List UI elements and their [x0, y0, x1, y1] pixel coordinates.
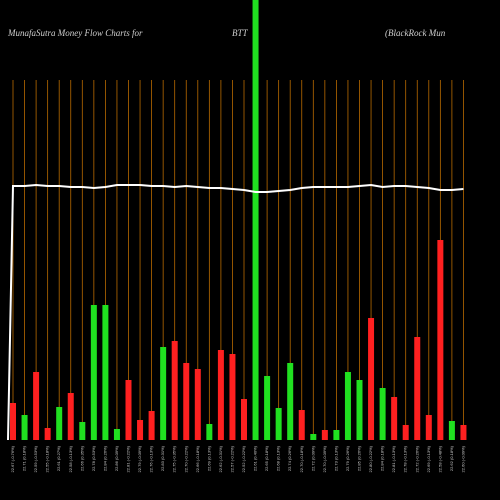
- x-tick-label: 22.67 (-0.76%): [10, 445, 15, 472]
- bar: [79, 422, 86, 440]
- money-flow-line: [7, 183, 464, 441]
- bar: [44, 428, 51, 440]
- bar: [333, 430, 340, 440]
- x-tick-label: 22.84 (0.18%): [380, 445, 385, 471]
- bar: [275, 408, 282, 440]
- x-tick-label: 22.58 (-0.48%): [437, 445, 442, 472]
- bar: [90, 305, 97, 440]
- x-tick-label: 22.81 (-0.22%): [126, 445, 131, 472]
- x-tick-label: 22.73 (0.13%): [333, 445, 338, 471]
- bar: [356, 380, 363, 440]
- bar: [344, 372, 351, 440]
- x-tick-label: 22.78 (-0.13%): [403, 445, 408, 472]
- x-tick-label: 22.72 (-0.26%): [414, 445, 419, 472]
- x-tick-label: 22.60 (-0.09%): [460, 445, 465, 472]
- bar: [125, 380, 132, 440]
- x-tick-label: 22.55 (-0.18%): [45, 445, 50, 472]
- bar: [437, 240, 444, 440]
- bar: [310, 434, 317, 440]
- bar: [252, 0, 259, 440]
- bar: [402, 425, 409, 440]
- bar: [391, 397, 398, 440]
- bar: [241, 399, 247, 440]
- bar: [287, 363, 294, 440]
- bar: [33, 372, 40, 440]
- bar: [21, 415, 28, 440]
- bar: [194, 369, 201, 440]
- bar: [414, 337, 421, 440]
- bar: [229, 354, 236, 440]
- x-tick-label: 22.79 (0.26%): [345, 445, 350, 471]
- x-tick-label: 22.83 (0.31%): [160, 445, 165, 471]
- x-tick-label: 22.58 (-0.13%): [68, 445, 73, 472]
- bar: [460, 425, 467, 440]
- x-tick-label: 22.81 (-0.13%): [391, 445, 396, 472]
- bar: [137, 420, 144, 440]
- x-tick-label: 22.84 (0.26%): [102, 445, 107, 471]
- x-tick-label: 22.69 (0.13%): [206, 445, 211, 471]
- x-tick-label: 22.80 (-0.22%): [368, 445, 373, 472]
- bar: [379, 388, 386, 440]
- x-tick-label: 22.76 (-0.13%): [149, 445, 154, 472]
- bar: [67, 393, 74, 440]
- bar: [425, 415, 432, 440]
- bar: [264, 376, 271, 440]
- x-tick-label: 22.70 (-0.18%): [299, 445, 304, 472]
- x-tick-label: 22.65 (0.18%): [264, 445, 269, 471]
- bar: [448, 421, 455, 440]
- x-tick-label: 22.70 (-0.09%): [322, 445, 327, 472]
- x-tick-label: 22.71 (0.18%): [22, 445, 27, 471]
- x-tick-label: 22.52 (-0.22%): [241, 445, 246, 472]
- x-tick-label: 22.70 (-0.22%): [183, 445, 188, 472]
- bar: [368, 318, 375, 440]
- bar: [206, 424, 213, 440]
- bar: [321, 430, 328, 440]
- chart-title: MunafaSutra Money Flow Charts for: [7, 28, 143, 38]
- x-tick-label: 22.78 (0.53%): [91, 445, 96, 471]
- bar: [113, 429, 120, 440]
- bar: [160, 347, 167, 440]
- x-tick-label: 22.69 (-0.13%): [426, 445, 431, 472]
- x-tick-label: 22.85 (0.26%): [357, 445, 362, 471]
- x-tick-label: 22.72 (0.09%): [310, 445, 315, 471]
- x-tick-label: 22.62 (-0.31%): [218, 445, 223, 472]
- x-tick-label: 22.79 (-0.09%): [137, 445, 142, 472]
- bar: [148, 411, 155, 440]
- x-tick-label: 22.57 (-0.22%): [229, 445, 234, 472]
- x-tick-label: 22.66 (-0.18%): [195, 445, 200, 472]
- x-tick-label: 22.62 (0.18%): [449, 445, 454, 471]
- bar: [217, 350, 224, 440]
- x-tick-label: 22.68 (0.13%): [276, 445, 281, 471]
- chart-subtitle: BTT: [232, 28, 249, 38]
- bar: [171, 341, 178, 440]
- bar: [56, 407, 63, 440]
- bar: [10, 403, 16, 440]
- bar: [183, 363, 190, 440]
- company-name: (BlackRock Mun: [385, 28, 446, 38]
- x-tick-label: 22.61 (0.27%): [56, 445, 61, 471]
- x-tick-label: 22.86 (0.09%): [114, 445, 119, 471]
- x-tick-label: 22.59 (-0.53%): [33, 445, 38, 472]
- bar: [298, 410, 305, 440]
- x-tick-label: 22.75 (-0.35%): [172, 445, 177, 472]
- x-tick-label: 22.66 (0.35%): [79, 445, 84, 471]
- bar: [102, 305, 109, 440]
- x-tick-label: 22.61 (0.40%): [253, 445, 258, 471]
- x-tick-label: 22.74 (0.26%): [287, 445, 292, 471]
